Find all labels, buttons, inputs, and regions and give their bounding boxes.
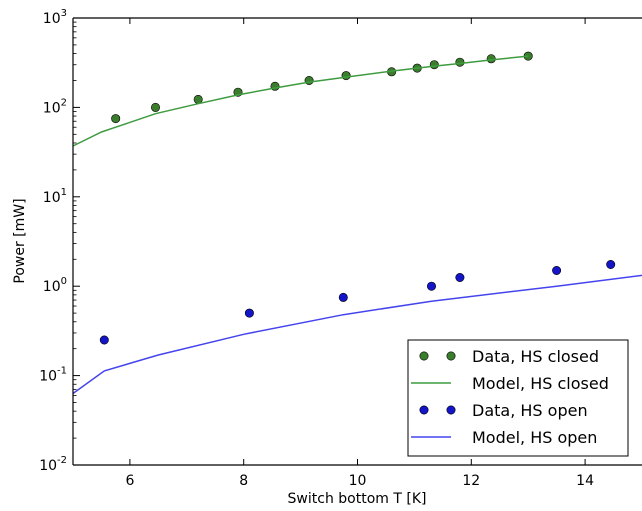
- x-tick-label: 6: [125, 473, 134, 489]
- legend-label: Data, HS closed: [472, 347, 599, 366]
- x-tick-label: 10: [349, 473, 367, 489]
- legend-marker-swatch: [419, 405, 429, 415]
- data-point: [338, 292, 348, 302]
- data-point: [606, 259, 616, 269]
- x-tick-label: 8: [239, 473, 248, 489]
- data-point: [552, 265, 562, 275]
- y-tick-label: 100: [43, 276, 67, 295]
- data-point: [341, 71, 351, 81]
- legend-marker-swatch: [446, 351, 456, 361]
- legend-label: Model, HS closed: [472, 374, 609, 393]
- series-line-3: [72, 274, 642, 395]
- y-axis-label: Power [mW]: [12, 198, 28, 283]
- data-point: [426, 281, 436, 291]
- data-point: [486, 54, 496, 64]
- data-point: [111, 114, 121, 124]
- series-layer: [72, 51, 642, 395]
- data-point: [455, 272, 465, 282]
- x-tick-label: 14: [576, 473, 594, 489]
- ticks-layer: 6 8 10 12 14 10-2 10-1 100 101 102 103: [39, 8, 594, 489]
- legend-label: Model, HS open: [472, 428, 597, 447]
- x-tick-label: 12: [462, 473, 480, 489]
- legend-marker-swatch: [446, 405, 456, 415]
- data-point: [99, 335, 109, 345]
- legend: Data, HS closed Model, HS closed Data, HS …: [407, 339, 629, 457]
- y-tick-label: 103: [43, 8, 67, 27]
- data-point: [244, 308, 254, 318]
- data-point: [304, 76, 314, 86]
- legend-label: Data, HS open: [472, 401, 588, 420]
- legend-marker-swatch: [419, 351, 429, 361]
- data-point: [455, 57, 465, 67]
- data-point: [151, 102, 161, 112]
- series-line-1: [72, 55, 529, 147]
- x-axis-label: Switch bottom T [K]: [288, 491, 427, 507]
- y-tick-label: 102: [43, 97, 67, 116]
- y-tick-label: 101: [43, 187, 67, 206]
- data-point: [429, 60, 439, 70]
- y-tick-label: 10-1: [39, 366, 67, 385]
- y-tick-label: 10-2: [39, 455, 67, 474]
